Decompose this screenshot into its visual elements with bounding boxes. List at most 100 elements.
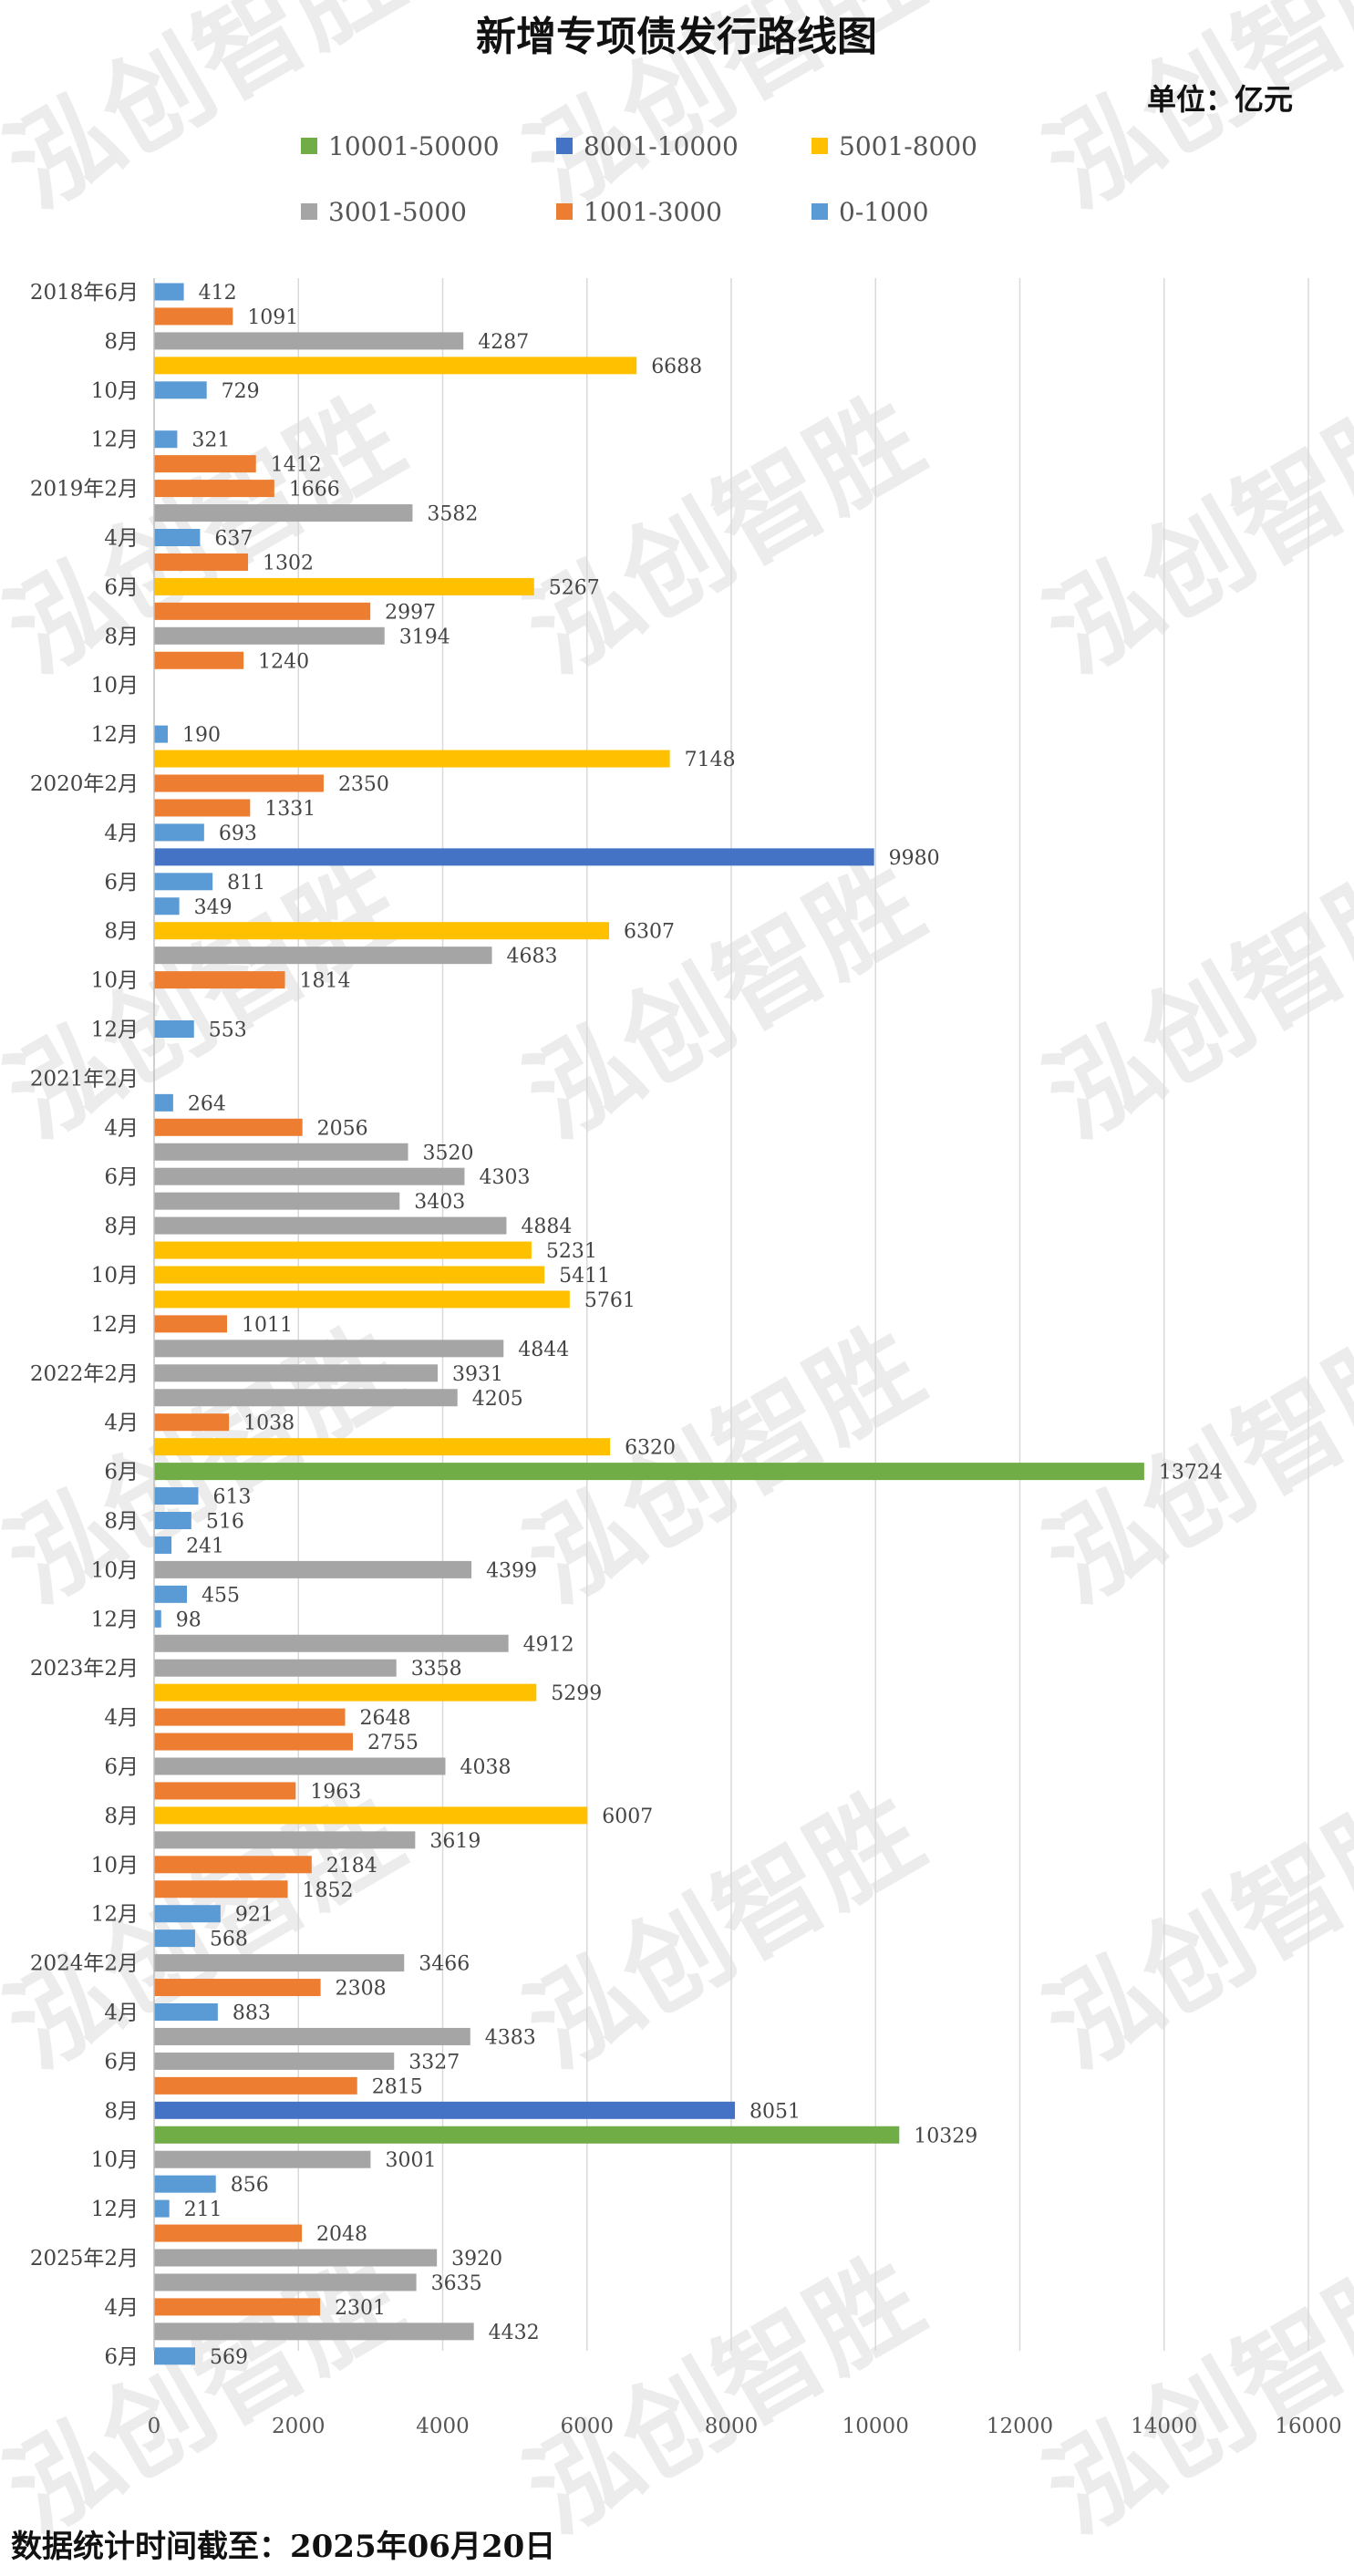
bar [154, 1364, 439, 1382]
x-tick-label: 8000 [705, 2415, 759, 2438]
y-tick-label: 8月 [104, 625, 139, 648]
bar [154, 1290, 570, 1309]
data-label: 2755 [367, 1732, 419, 1754]
bar [154, 1315, 227, 1333]
data-label: 3466 [419, 1953, 470, 1976]
data-label: 3931 [452, 1363, 503, 1386]
data-label: 4844 [518, 1339, 569, 1361]
bar [154, 2101, 736, 2119]
bar [154, 1831, 416, 1849]
bar [154, 504, 413, 522]
y-tick-label: 2020年2月 [30, 772, 139, 796]
watermark-text: 泓创智胜 [506, 2233, 942, 2558]
bar [154, 1216, 507, 1235]
legend-swatch-c5 [301, 138, 317, 154]
data-label: 693 [219, 822, 257, 845]
y-tick-label: 6月 [104, 1461, 139, 1485]
data-label: 5267 [549, 576, 600, 599]
y-tick-label: 12月 [91, 429, 139, 452]
x-tick-label: 2000 [272, 2415, 326, 2438]
data-label: 9980 [889, 847, 940, 870]
y-tick-label: 4月 [104, 1706, 139, 1730]
watermark-text: 泓创智胜 [0, 373, 422, 698]
legend-swatch-c1 [556, 203, 573, 220]
watermark-text: 泓创智胜 [1026, 2233, 1354, 2558]
data-label: 1302 [263, 552, 314, 574]
bar [154, 1856, 312, 1874]
bar [154, 1167, 465, 1185]
data-label: 321 [191, 429, 230, 452]
bar [154, 2273, 417, 2292]
bar [154, 1954, 405, 1972]
watermark-text: 泓创智胜 [1026, 373, 1354, 698]
data-label: 4383 [485, 2026, 536, 2049]
bar [154, 1585, 188, 1603]
y-tick-label: 6月 [104, 1165, 139, 1189]
y-tick-label: 2022年2月 [30, 1362, 139, 1386]
data-label: 613 [213, 1486, 252, 1509]
data-label: 811 [227, 872, 265, 895]
data-label: 1240 [258, 650, 309, 673]
data-label: 4287 [478, 331, 529, 354]
data-label: 2301 [335, 2297, 386, 2320]
y-tick-label: 2018年6月 [30, 281, 139, 305]
data-label: 4038 [460, 1756, 512, 1779]
data-label: 412 [199, 282, 237, 305]
legend-swatch-c4 [556, 138, 573, 154]
data-label: 4205 [472, 1388, 523, 1411]
data-label: 3582 [427, 503, 478, 526]
data-label: 568 [210, 1929, 248, 1951]
bar [154, 1389, 458, 1407]
y-tick-label: 8月 [104, 1805, 139, 1828]
data-label: 2997 [385, 601, 436, 624]
data-label: 2056 [317, 1117, 368, 1140]
data-label: 5231 [546, 1240, 597, 1263]
bar [154, 1757, 446, 1775]
bar [154, 947, 492, 965]
data-label: 569 [210, 2346, 248, 2369]
data-label: 2815 [372, 2075, 423, 2098]
data-label: 1852 [303, 1879, 354, 1902]
data-label: 1331 [264, 798, 315, 821]
y-tick-label: 4月 [104, 1116, 139, 1140]
y-tick-label: 6月 [104, 2345, 139, 2369]
bar [154, 1782, 296, 1800]
bar [154, 1463, 1144, 1481]
bar [154, 1609, 161, 1628]
bar [154, 2175, 216, 2193]
watermark-text: 泓创智胜 [506, 373, 942, 698]
x-tick-label: 14000 [1131, 2415, 1197, 2438]
bar [154, 1241, 532, 1259]
y-tick-label: 2024年2月 [30, 1952, 139, 1976]
data-label: 1011 [242, 1314, 293, 1337]
bar [154, 626, 385, 645]
data-label: 5299 [551, 1682, 602, 1705]
legend-label-c2: 3001-5000 [328, 197, 467, 227]
y-tick-label: 8月 [104, 2099, 139, 2123]
data-label: 4432 [489, 2322, 540, 2344]
bar [154, 848, 874, 866]
bar [154, 1905, 221, 1923]
data-label: 5411 [559, 1265, 610, 1288]
data-label: 8051 [749, 2100, 801, 2123]
legend-label-c1: 1001-3000 [584, 197, 722, 227]
y-tick-label: 2025年2月 [30, 2247, 139, 2271]
y-tick-label: 8月 [104, 1510, 139, 1534]
x-axis: 0 2000 4000 6000 8000 10000 12000 14000 16000 [148, 2415, 1342, 2438]
x-tick-label: 10000 [842, 2415, 909, 2438]
data-label: 98 [176, 1609, 202, 1631]
bar [154, 774, 324, 792]
bar [154, 1733, 353, 1751]
data-label: 1666 [289, 479, 340, 502]
data-label: 4683 [507, 946, 558, 968]
data-label: 455 [202, 1584, 240, 1607]
legend-label-c4: 8001-10000 [584, 131, 739, 161]
data-label: 13724 [1159, 1462, 1223, 1485]
watermark-text: 泓创智胜 [1026, 1768, 1354, 2093]
bar [154, 1683, 537, 1702]
y-tick-label: 12月 [91, 1903, 139, 1927]
data-label: 2350 [338, 773, 389, 796]
watermark-text: 泓创智胜 [1026, 838, 1354, 1163]
y-tick-label: 2023年2月 [30, 1657, 139, 1681]
data-label: 6307 [624, 921, 675, 944]
